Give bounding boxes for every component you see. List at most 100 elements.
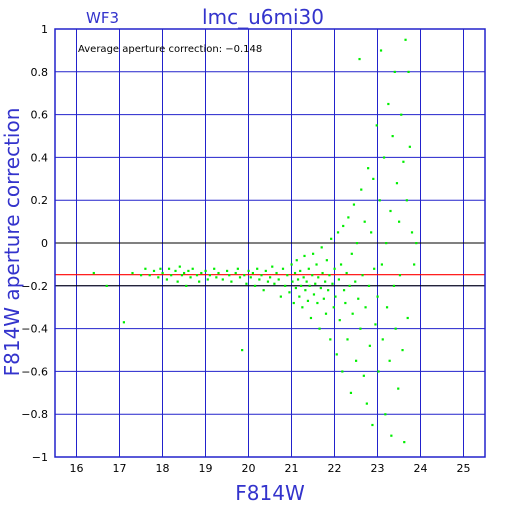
x-tick-labels: 16 17 18 19 20 21 22 23 24 25	[70, 462, 471, 475]
data-point	[352, 203, 356, 206]
data-point	[140, 274, 143, 277]
x-tick-label: 22	[328, 462, 342, 475]
data-point	[213, 267, 216, 270]
data-point	[266, 280, 270, 283]
data-point	[400, 113, 403, 116]
data-point	[292, 301, 295, 305]
y-tick-labels: −1 −0.8 −0.6 −0.4 −0.2 0 0.2 0.4 0.6 0.8 1	[21, 23, 48, 464]
data-point	[174, 269, 177, 273]
data-point	[195, 274, 199, 277]
data-point	[302, 276, 305, 279]
data-point	[385, 306, 389, 309]
data-point	[187, 269, 190, 273]
data-point	[200, 271, 203, 275]
data-point	[176, 280, 179, 283]
data-point	[408, 145, 411, 148]
chart-title: lmc_u6mi30	[202, 5, 324, 29]
data-point	[327, 289, 330, 292]
x-tick-label: 19	[199, 462, 213, 475]
data-point	[144, 267, 147, 270]
data-point	[364, 306, 367, 309]
data-point	[379, 49, 383, 52]
data-point	[290, 263, 293, 266]
data-point	[387, 102, 390, 106]
data-point	[415, 242, 418, 245]
data-point	[308, 284, 311, 287]
data-point	[122, 321, 125, 324]
data-point	[180, 274, 184, 277]
data-point	[277, 278, 280, 281]
data-point	[243, 274, 246, 277]
data-point	[390, 434, 393, 437]
data-point	[334, 295, 337, 298]
data-point	[347, 216, 350, 219]
data-point	[305, 280, 308, 283]
data-point	[346, 338, 349, 341]
data-point	[360, 188, 363, 191]
x-tick-label: 17	[113, 462, 127, 475]
data-point	[178, 265, 181, 268]
data-point	[367, 284, 371, 287]
data-point	[245, 282, 248, 285]
data-point	[298, 295, 301, 298]
data-point	[301, 306, 304, 309]
plot-frame	[54, 28, 486, 458]
data-point	[385, 242, 388, 245]
data-point	[306, 299, 310, 302]
data-point	[284, 284, 287, 287]
data-point	[275, 271, 278, 275]
x-tick-label: 18	[156, 462, 170, 475]
data-point	[215, 276, 218, 279]
data-point	[152, 269, 156, 273]
data-point	[167, 267, 171, 270]
data-point	[294, 286, 297, 290]
data-point	[338, 319, 341, 322]
data-point	[389, 209, 392, 213]
data-point	[238, 276, 242, 279]
data-point	[395, 182, 399, 185]
data-point	[303, 254, 306, 258]
data-point	[208, 274, 211, 277]
data-point	[407, 70, 410, 73]
data-point	[291, 280, 294, 283]
data-point	[221, 278, 224, 281]
data-point	[336, 231, 340, 234]
data-point	[341, 370, 344, 373]
data-point	[321, 271, 324, 275]
data-point	[269, 276, 272, 279]
x-tick-label: 24	[414, 462, 428, 475]
data-point	[328, 274, 331, 277]
data-point	[271, 265, 274, 268]
data-point	[388, 359, 391, 362]
data-point	[295, 259, 298, 262]
y-tick-label: 0.4	[31, 151, 49, 164]
data-point	[332, 306, 335, 309]
data-point	[345, 271, 348, 275]
data-point	[320, 246, 323, 249]
data-point	[333, 267, 336, 270]
data-point	[264, 269, 267, 273]
data-point	[394, 327, 397, 330]
data-point	[339, 263, 343, 266]
y-tick-label: 0	[41, 237, 48, 250]
data-point	[401, 349, 404, 352]
data-point	[384, 413, 387, 416]
data-point	[262, 289, 265, 292]
data-point	[315, 263, 318, 266]
data-point	[377, 370, 380, 373]
data-point	[367, 167, 370, 170]
data-point	[317, 276, 320, 279]
data-point	[279, 295, 282, 298]
data-point	[189, 276, 192, 279]
data-point	[299, 269, 302, 273]
data-point	[350, 252, 353, 255]
data-point	[393, 70, 396, 73]
x-tick-label: 16	[70, 462, 84, 475]
data-point	[258, 278, 261, 281]
y-tick-label: −0.4	[21, 323, 48, 336]
data-point	[165, 278, 168, 281]
data-point	[322, 297, 325, 300]
data-point	[105, 284, 108, 287]
data-point	[355, 359, 358, 362]
data-point	[325, 259, 328, 262]
